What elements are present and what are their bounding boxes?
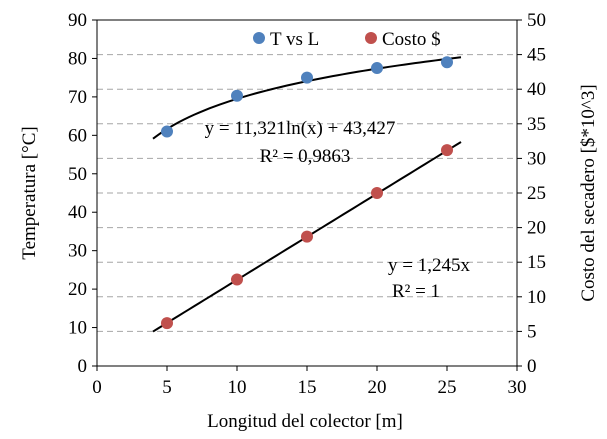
y-tick-label: 20 <box>68 279 87 300</box>
y2-tick-label: 5 <box>527 321 537 342</box>
y-tick-label: 80 <box>68 48 87 69</box>
y-tick-label: 50 <box>68 164 87 185</box>
x-axis: 0 5 10 15 20 25 30 <box>92 366 527 398</box>
y-axis-right: 0 5 10 15 20 25 30 35 40 45 50 <box>517 10 546 377</box>
data-points <box>161 56 453 330</box>
data-point-cost <box>371 187 383 199</box>
y-axis-left: 0 10 20 30 40 50 60 70 80 90 <box>68 10 97 377</box>
x-tick-label: 20 <box>368 377 387 398</box>
data-point-cost <box>441 144 453 157</box>
y-tick-label: 70 <box>68 87 87 108</box>
trendline-label-temperature: y = 11,321ln(x) + 43,427 R² = 0,9863 <box>205 118 396 167</box>
y-tick-label: 40 <box>68 202 87 223</box>
data-point-temperature <box>161 125 173 138</box>
y2-tick-label: 25 <box>527 183 546 204</box>
y-tick-label: 60 <box>68 125 87 146</box>
y2-tick-label: 35 <box>527 114 546 135</box>
y-tick-label: 30 <box>68 241 87 262</box>
y2-tick-label: 0 <box>527 356 537 377</box>
x-tick-label: 10 <box>228 377 247 398</box>
y2-tick-label: 45 <box>527 45 546 66</box>
r2-temperature: R² = 0,9863 <box>260 146 351 167</box>
data-point-temperature <box>231 89 243 102</box>
trendline-label-cost: y = 1,245x R² = 1 <box>388 255 470 302</box>
y2-tick-label: 10 <box>527 287 546 308</box>
y-tick-label: 90 <box>68 10 87 31</box>
y2-tick-label: 20 <box>527 218 546 239</box>
data-point-cost <box>231 273 243 286</box>
y2-tick-label: 15 <box>527 252 546 273</box>
equation-cost: y = 1,245x <box>388 255 470 276</box>
y2-tick-label: 40 <box>527 79 546 100</box>
x-tick-label: 25 <box>438 377 457 398</box>
legend: T vs L Costo $ <box>253 29 441 50</box>
data-point-temperature <box>371 62 383 75</box>
equation-temperature: y = 11,321ln(x) + 43,427 <box>205 118 396 139</box>
r2-cost: R² = 1 <box>392 281 440 302</box>
legend-label-t-vs-l: T vs L <box>270 29 319 50</box>
x-axis-title: Longitud del colector [m] <box>207 411 403 432</box>
x-tick-label: 30 <box>508 377 527 398</box>
y-tick-label: 10 <box>68 318 87 339</box>
data-point-temperature <box>301 71 313 84</box>
data-point-temperature <box>441 56 453 69</box>
data-point-cost <box>161 317 173 330</box>
y-axis-title-right: Costo del secadero [$*10^3] <box>578 84 599 301</box>
y2-tick-label: 30 <box>527 148 546 169</box>
legend-marker-t-vs-l <box>253 32 265 44</box>
y-axis-title-left: Temperatura [°C] <box>19 126 40 259</box>
data-point-cost <box>301 230 313 243</box>
x-tick-label: 5 <box>162 377 172 398</box>
legend-label-costo: Costo $ <box>382 29 441 50</box>
y2-tick-label: 50 <box>527 10 546 31</box>
legend-marker-costo <box>365 32 377 44</box>
gridlines <box>97 54 517 332</box>
y-tick-label: 0 <box>78 356 88 377</box>
x-tick-label: 15 <box>298 377 317 398</box>
x-tick-label: 0 <box>92 377 102 398</box>
